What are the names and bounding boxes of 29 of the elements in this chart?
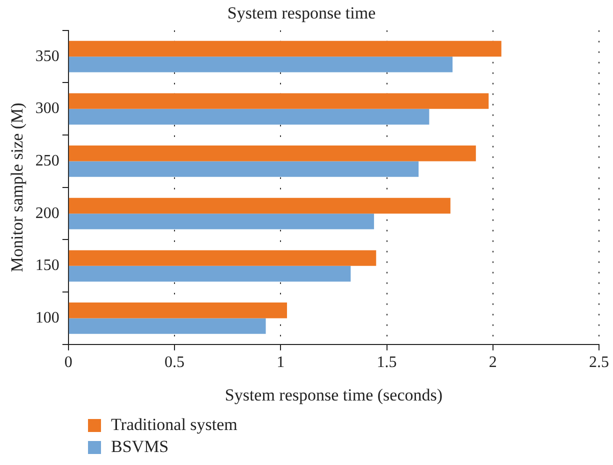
legend-label: Traditional system: [111, 415, 238, 435]
y-tick-label: 200: [35, 204, 60, 222]
x-tick-label: 0.5: [164, 354, 185, 372]
x-tick-label: 1: [276, 354, 285, 372]
x-tick-label: 0: [64, 354, 72, 372]
bar: [68, 93, 489, 109]
bar: [68, 302, 288, 318]
bar: [68, 161, 419, 177]
legend-label: BSVMS: [111, 437, 169, 457]
y-tick-label: 150: [35, 257, 60, 274]
bar: [68, 214, 374, 230]
bar: [68, 198, 450, 214]
bar: [68, 318, 266, 334]
y-tick-label: 300: [35, 100, 60, 118]
y-tick-label: 100: [35, 309, 60, 326]
x-tick-label: 2.5: [589, 354, 609, 372]
bar: [68, 250, 376, 266]
y-tick-label: 250: [35, 152, 60, 170]
y-axis-title: Monitor sample size (M): [8, 102, 27, 272]
bar: [68, 146, 476, 162]
bar: [68, 40, 502, 57]
x-axis-title: System response time (seconds): [224, 385, 443, 404]
chart-title: System response time: [227, 4, 376, 23]
x-tick-label: 1.5: [376, 354, 397, 372]
y-tick-label: 350: [35, 48, 60, 65]
bar: [68, 56, 453, 72]
x-tick-label: 2: [488, 354, 497, 372]
bar: [68, 266, 351, 282]
bar: [68, 108, 430, 125]
